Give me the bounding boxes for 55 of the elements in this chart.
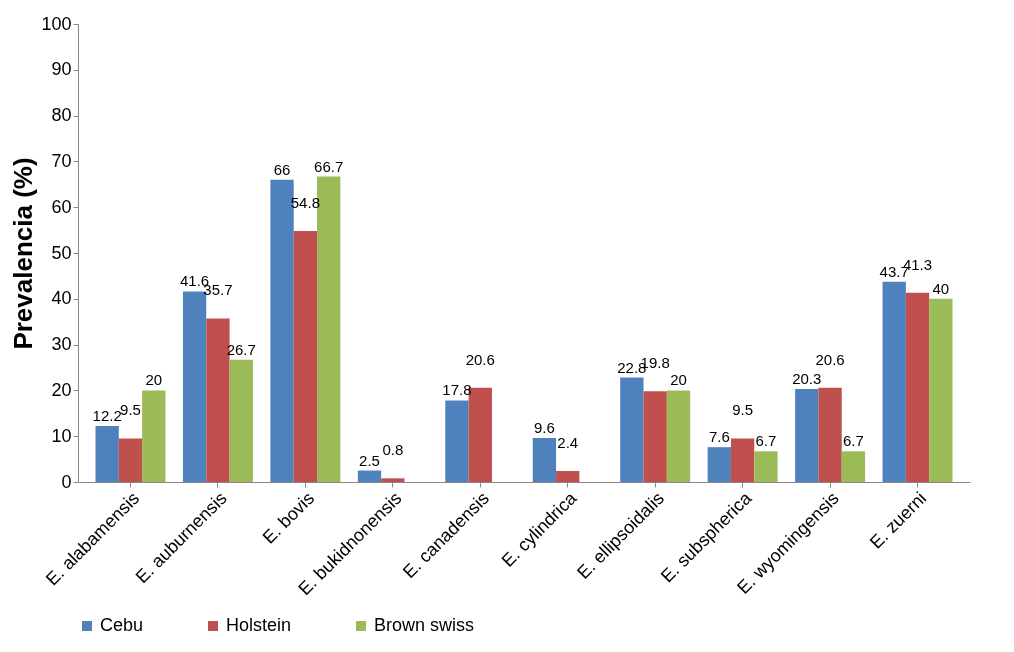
data-label: 20 xyxy=(145,371,163,389)
data-label: 20 xyxy=(670,371,687,389)
y-tick-label: 50 xyxy=(51,242,72,263)
data-label: 9.5 xyxy=(120,401,141,419)
data-label: 2.5 xyxy=(359,451,380,469)
data-label: 20.6 xyxy=(815,350,845,368)
bar xyxy=(95,426,119,482)
y-tick-label: 70 xyxy=(51,150,72,171)
bar xyxy=(754,451,778,482)
bar xyxy=(730,438,755,482)
legend-label: Brown swiss xyxy=(374,615,475,635)
bar xyxy=(142,390,166,482)
data-label: 66.7 xyxy=(314,157,344,175)
bar xyxy=(643,391,667,482)
data-label: 9.5 xyxy=(732,401,754,419)
data-label: 6.7 xyxy=(755,432,777,450)
y-tick-label: 30 xyxy=(51,334,72,355)
bar xyxy=(381,478,405,482)
bar xyxy=(532,438,557,482)
bar xyxy=(882,281,906,482)
data-label: 0.8 xyxy=(382,441,404,459)
y-tick-label: 0 xyxy=(61,471,72,492)
legend-label: Cebu xyxy=(100,615,144,635)
data-label: 20.3 xyxy=(792,370,822,388)
y-tick-label: 10 xyxy=(51,425,72,446)
y-tick-label: 40 xyxy=(51,288,72,309)
bar xyxy=(293,231,318,482)
data-label: 20.6 xyxy=(465,350,495,368)
y-tick-label: 60 xyxy=(51,196,72,217)
legend-label: Holstein xyxy=(226,615,292,635)
y-tick-label: 100 xyxy=(41,13,72,34)
bar xyxy=(445,400,469,482)
bar xyxy=(841,451,866,482)
y-tick-label: 90 xyxy=(51,59,72,80)
bar xyxy=(795,389,819,482)
bar xyxy=(556,471,580,482)
y-axis-title: Prevalencia (%) xyxy=(8,157,39,350)
bar xyxy=(229,359,253,482)
bar xyxy=(707,447,731,482)
bar xyxy=(818,387,842,482)
bar xyxy=(905,292,930,482)
data-label: 17.8 xyxy=(442,381,472,399)
y-tick-label: 80 xyxy=(51,105,72,126)
bar xyxy=(357,470,382,482)
data-label: 7.6 xyxy=(708,428,730,446)
data-label: 9.6 xyxy=(533,419,555,437)
bar xyxy=(620,377,644,482)
bar xyxy=(666,390,691,482)
y-tick-label: 20 xyxy=(51,379,72,400)
bar xyxy=(118,438,143,482)
data-label: 66 xyxy=(273,160,291,178)
bar xyxy=(929,298,953,482)
data-label: 40 xyxy=(932,279,950,297)
data-label: 6.7 xyxy=(842,432,864,450)
data-label: 2.4 xyxy=(557,434,579,452)
